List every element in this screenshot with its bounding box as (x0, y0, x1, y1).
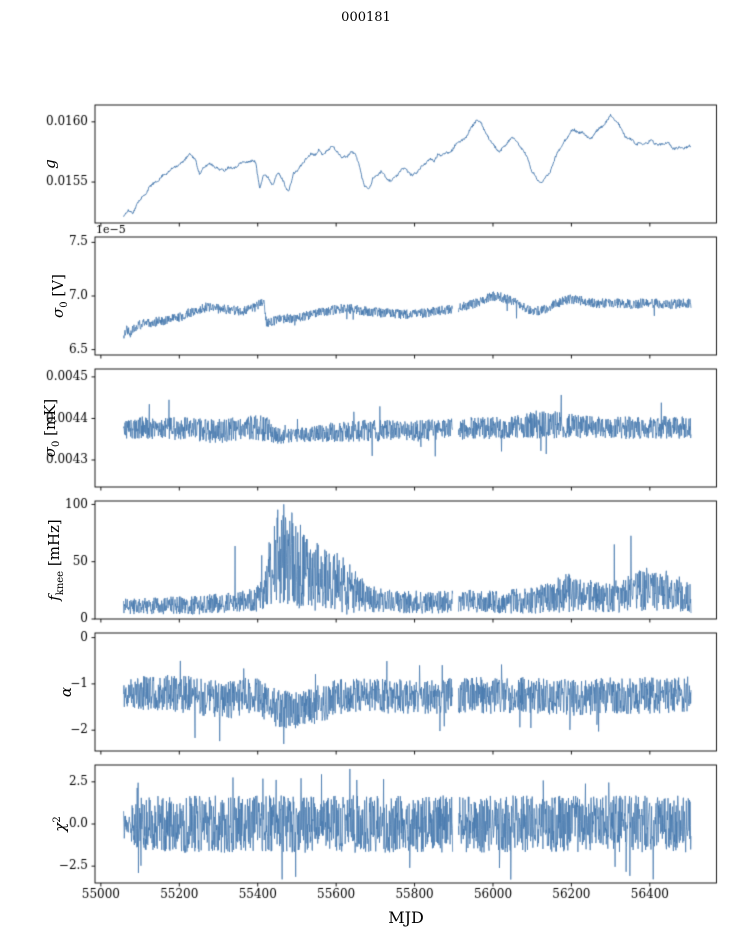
ylabel-part: [V] (49, 274, 67, 302)
ylabel-part: σ (41, 447, 59, 458)
ylabel-part: χ (51, 822, 69, 832)
ylabel-part: 0 (51, 440, 62, 448)
ylabel-part: 2 (52, 816, 63, 823)
ylabel-part: g (41, 159, 59, 169)
ylabel-part: 0 (59, 301, 70, 308)
ylabel-part: σ (49, 307, 67, 318)
ylabel-part: α (57, 686, 75, 698)
x-axis-label: MJD (388, 908, 424, 927)
y-axis-label-chi2: χ2 (47, 724, 69, 924)
ylabel-part: [mHz] (45, 519, 63, 571)
ylabel-part: [mK] (41, 398, 59, 441)
